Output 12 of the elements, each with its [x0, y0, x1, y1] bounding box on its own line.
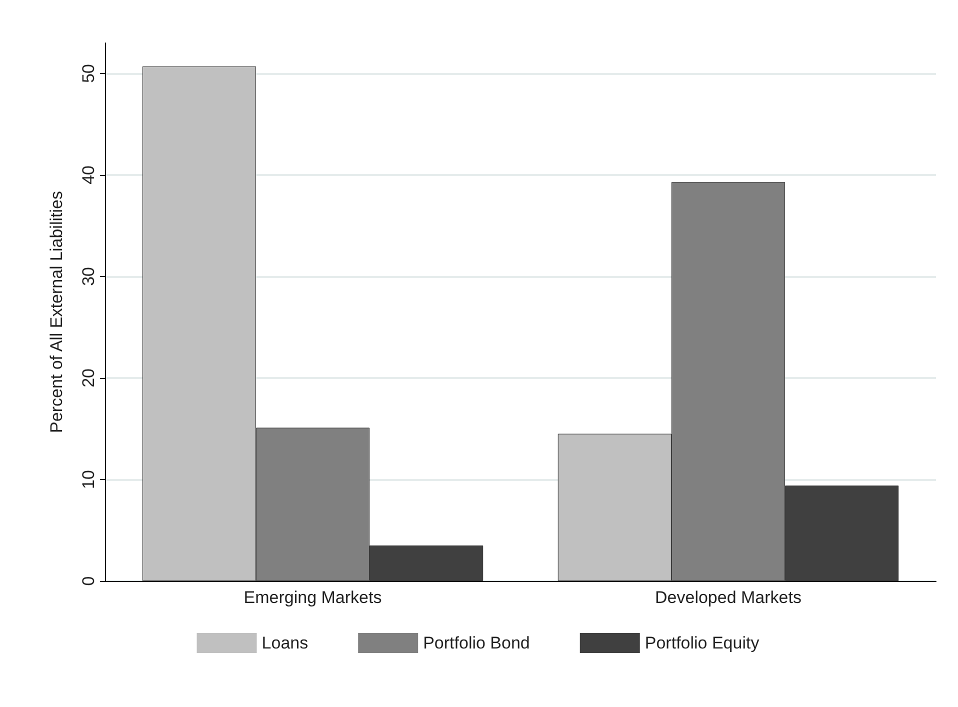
y-tick-label: 20 — [79, 368, 98, 388]
x-tick-label: Developed Markets — [655, 588, 802, 607]
y-tick-label: 40 — [79, 166, 98, 184]
y-tick-label: 10 — [79, 470, 98, 489]
legend-label: Loans — [262, 634, 308, 652]
y-tick-label: 0 — [79, 576, 98, 586]
legend-label: Portfolio Bond — [423, 634, 530, 652]
legend-label: Portfolio Equity — [644, 634, 760, 652]
x-tick-label: Emerging Markets — [244, 588, 382, 607]
y-tick-label: 50 — [79, 64, 98, 83]
y-axis-title: Percent of All External Liabilities — [47, 191, 66, 433]
y-tick-label: 30 — [79, 267, 98, 286]
